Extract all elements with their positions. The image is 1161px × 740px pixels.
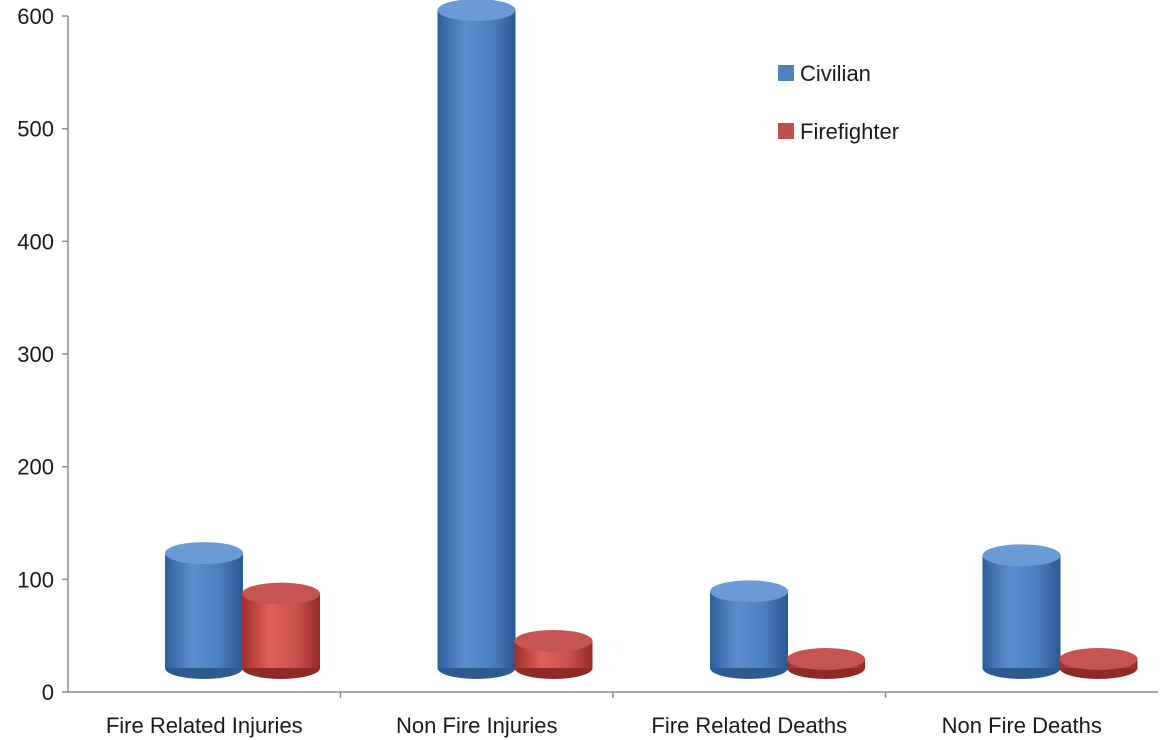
bar-top <box>982 544 1061 567</box>
bar-top <box>787 647 865 670</box>
bar-body <box>710 591 788 668</box>
bar-top <box>1059 647 1138 670</box>
bar-firefighter-0 <box>242 582 320 679</box>
bar-top <box>437 0 516 22</box>
legend-swatch-firefighter <box>778 123 794 139</box>
bar-top <box>242 582 320 605</box>
y-tick-label: 0 <box>42 680 54 705</box>
x-category-label: Fire Related Injuries <box>106 713 303 738</box>
bar-top <box>165 542 243 565</box>
x-category-label: Non Fire Injuries <box>396 713 557 738</box>
axes: 0 100 200 300 400 500 600 Fire Related Injuries… <box>17 4 1158 738</box>
bar-top <box>514 629 593 652</box>
legend: Civilian Firefighter <box>778 61 899 144</box>
bar-civilian-0 <box>165 542 243 679</box>
bar-body <box>165 553 243 668</box>
x-category-label: Fire Related Deaths <box>651 713 847 738</box>
bar-firefighter-1 <box>514 629 593 679</box>
bar-civilian-1 <box>437 0 516 679</box>
y-tick-label: 100 <box>17 567 54 592</box>
bar-body <box>437 10 516 668</box>
bar-civilian-2 <box>710 580 788 679</box>
legend-swatch-civilian <box>778 65 794 81</box>
x-category-label: Non Fire Deaths <box>942 713 1102 738</box>
bar-firefighter-3 <box>1059 647 1138 679</box>
y-tick-label: 400 <box>17 229 54 254</box>
bar-body <box>242 593 320 668</box>
y-tick-label: 200 <box>17 455 54 480</box>
legend-label-civilian: Civilian <box>800 61 871 86</box>
legend-label-firefighter: Firefighter <box>800 119 899 144</box>
bar-top <box>710 580 788 603</box>
bar-body <box>982 555 1061 668</box>
bars <box>165 0 1138 679</box>
bar-civilian-3 <box>982 544 1061 679</box>
bar-firefighter-2 <box>787 647 865 679</box>
y-tick-label: 300 <box>17 342 54 367</box>
y-tick-label: 500 <box>17 117 54 142</box>
y-tick-label: 600 <box>17 4 54 29</box>
